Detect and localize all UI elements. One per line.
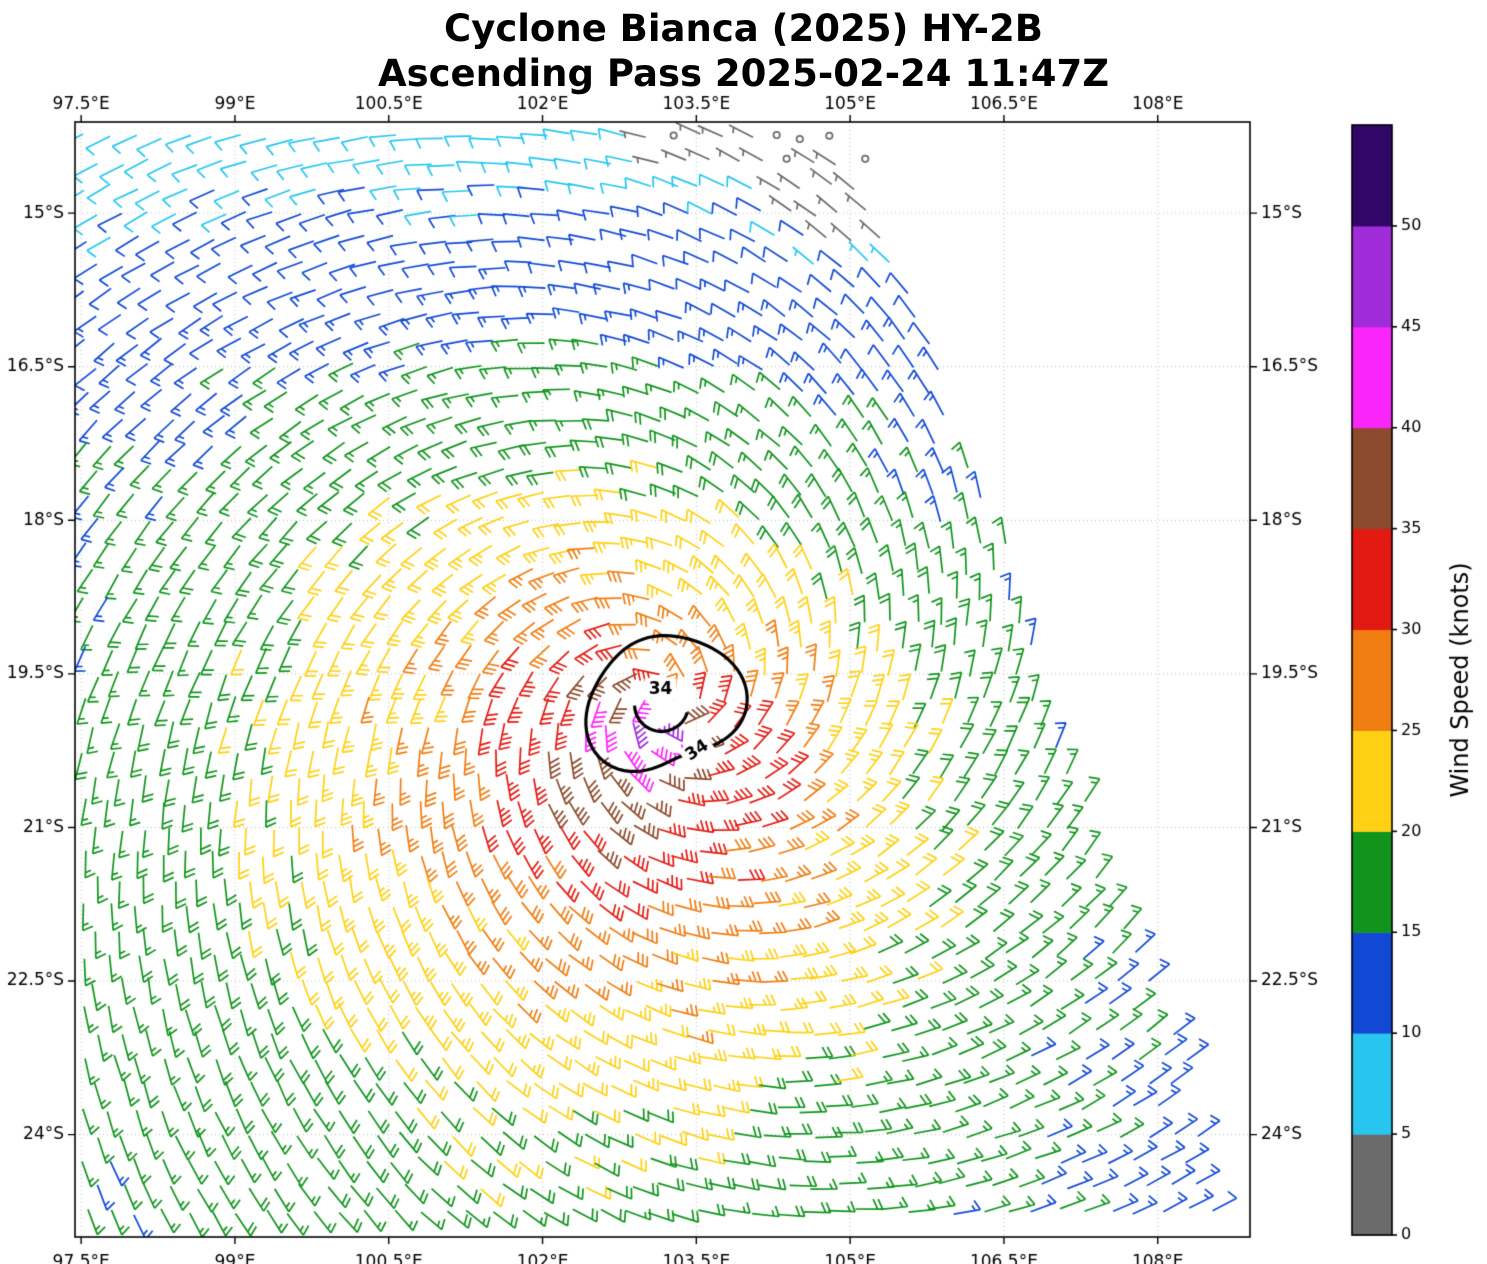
chart-subtitle: Ascending Pass 2025-02-24 11:47Z xyxy=(377,52,1110,96)
chart-title: Cyclone Bianca (2025) HY-2B xyxy=(444,7,1043,50)
chart-title-block: Cyclone Bianca (2025) HY-2B Ascending Pa… xyxy=(0,6,1487,96)
